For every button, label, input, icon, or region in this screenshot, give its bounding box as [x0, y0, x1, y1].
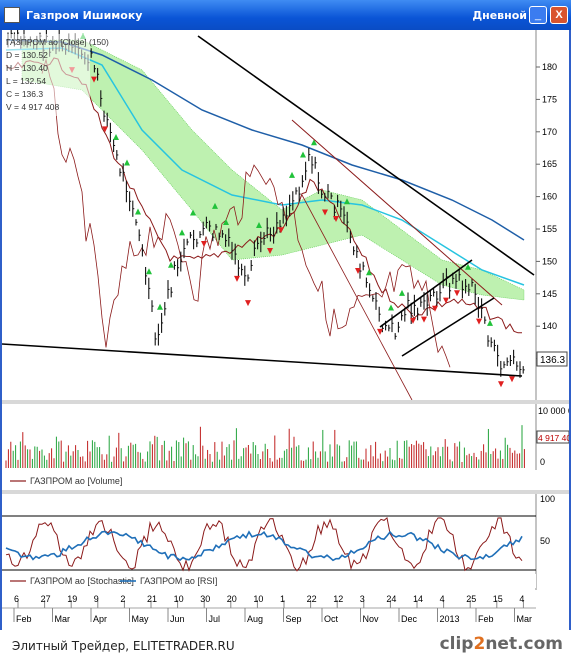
price-tick: 160	[542, 192, 557, 202]
ohlc-volume: V = 4 917 408	[6, 102, 59, 112]
ohlc-low: L = 132.54	[6, 76, 46, 86]
app-icon	[4, 7, 20, 23]
date-month-label: Jul	[209, 614, 221, 624]
osc-tick-50: 50	[540, 536, 550, 546]
channel-line-lower[interactable]	[401, 297, 495, 357]
date-day-label: 10	[253, 594, 263, 604]
date-month-label: Jun	[170, 614, 185, 624]
date-day-label: 19	[67, 594, 77, 604]
ma-mid-line	[5, 47, 525, 286]
date-day-label: 27	[41, 594, 51, 604]
ohlc-open: D = 130.52	[6, 50, 48, 60]
lagging-line	[41, 58, 451, 368]
ohlc-legend: ГАЗПРОМ ао [Close] (150) D = 130.52 H = …	[4, 34, 109, 116]
date-day-label: 10	[174, 594, 184, 604]
close-button[interactable]: X	[550, 6, 568, 24]
trend-line-upper-1[interactable]	[197, 35, 535, 276]
trend-line-upper-2[interactable]	[291, 119, 503, 306]
date-day-label: 3	[360, 594, 365, 604]
date-month-label: May	[132, 614, 150, 624]
volume-last-label: 4 917 409	[538, 433, 569, 443]
price-tick: 165	[542, 159, 557, 169]
date-day-label: 15	[493, 594, 503, 604]
minimize-button[interactable]: _	[529, 6, 547, 24]
title-bar: Газпром Ишимоку Дневной _ X	[0, 0, 571, 30]
volume-axis-zero: 0	[540, 457, 545, 467]
volume-axis-top: 10 000 000	[538, 406, 569, 416]
date-day-label: 14	[413, 594, 423, 604]
brand-logo: clip2net.com	[439, 634, 563, 654]
volume-legend: ГАЗПРОМ ао [Volume]	[30, 476, 122, 486]
date-day-label: 30	[200, 594, 210, 604]
price-tick: 180	[542, 62, 557, 72]
date-day-label: 22	[307, 594, 317, 604]
date-month-label: Nov	[363, 614, 380, 624]
date-day-label: 21	[147, 594, 157, 604]
window-title: Газпром Ишимоку	[26, 9, 143, 22]
ohlc-close: C = 136.3	[6, 89, 43, 99]
volume-bars	[5, 425, 525, 468]
date-day-label: 20	[227, 594, 237, 604]
price-tick: 155	[542, 224, 557, 234]
date-month-label: Oct	[324, 614, 339, 624]
ohlc-high: H = 130.40	[6, 63, 48, 73]
date-month-label: Apr	[93, 614, 107, 624]
date-month-label: 2013	[440, 614, 460, 624]
rsi-legend: ГАЗПРОМ ао [RSI]	[140, 576, 217, 586]
chart-canvas[interactable]: 180175170165160155150145140135 136.3 ГАЗ…	[1, 23, 571, 630]
channel-line-upper[interactable]	[379, 259, 473, 328]
date-month-label: Aug	[247, 614, 263, 624]
date-day-label: 2	[120, 594, 125, 604]
date-month-label: Feb	[478, 614, 494, 624]
last-price-label: 136.3	[540, 355, 565, 366]
trend-line-steep[interactable]	[301, 194, 413, 401]
date-day-label: 25	[466, 594, 476, 604]
date-month-label: Dec	[401, 614, 418, 624]
osc-tick-100: 100	[540, 494, 555, 504]
ichimoku-cloud	[21, 39, 525, 301]
date-day-label: 4	[519, 594, 524, 604]
date-month-label: Sep	[286, 614, 302, 624]
ma-long-line	[5, 39, 525, 241]
date-day-label: 9	[94, 594, 99, 604]
stochastic-line	[5, 516, 523, 572]
date-month-label: Mar	[517, 614, 533, 624]
date-day-label: 24	[386, 594, 396, 604]
chart-window: 180175170165160155150145140135 136.3 ГАЗ…	[0, 23, 571, 630]
rsi-line	[5, 530, 523, 562]
price-tick: 140	[542, 321, 557, 331]
date-day-label: 6	[14, 594, 19, 604]
date-day-label: 1	[280, 594, 285, 604]
date-day-label: 4	[440, 594, 445, 604]
stoch-legend: ГАЗПРОМ ао [Stochastic]	[30, 576, 134, 586]
ohlc-header: ГАЗПРОМ ао [Close] (150)	[6, 37, 109, 47]
price-tick: 150	[542, 256, 557, 266]
source-credit: Элитный Трейдер, ELITETRADER.RU	[12, 639, 235, 653]
price-tick: 175	[542, 94, 557, 104]
date-day-label: 12	[333, 594, 343, 604]
date-month-label: Mar	[55, 614, 71, 624]
signal-arrows	[69, 33, 515, 388]
footer: Элитный Трейдер, ELITETRADER.RU clip2net…	[0, 630, 571, 660]
period-selector[interactable]: Дневной	[472, 9, 527, 22]
date-month-label: Feb	[16, 614, 32, 624]
price-tick: 170	[542, 127, 557, 137]
trend-line-support[interactable]	[1, 343, 523, 377]
price-tick: 145	[542, 289, 557, 299]
